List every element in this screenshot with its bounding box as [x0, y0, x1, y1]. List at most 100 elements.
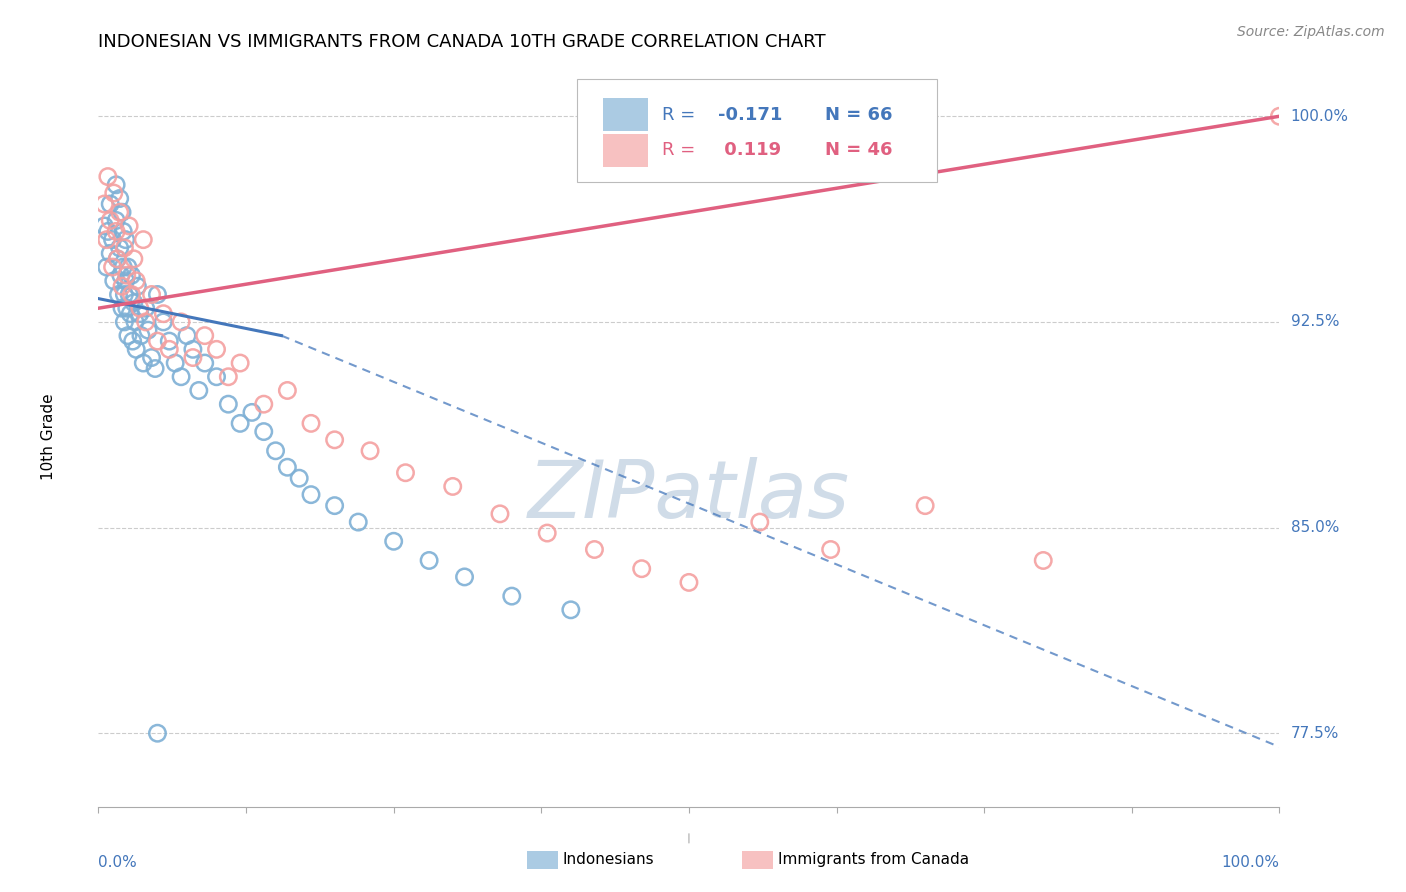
- Point: [103, 186, 125, 200]
- Point: [217, 397, 239, 411]
- Point: [135, 315, 157, 329]
- Text: 100.0%: 100.0%: [1222, 855, 1279, 871]
- Point: [217, 369, 239, 384]
- Point: [101, 233, 124, 247]
- Point: [170, 315, 193, 329]
- Point: [111, 205, 134, 219]
- Point: [105, 252, 128, 266]
- Point: [181, 351, 204, 365]
- Point: [98, 213, 121, 227]
- Point: [122, 295, 145, 310]
- Point: [141, 287, 163, 301]
- Point: [101, 260, 124, 274]
- Point: [105, 224, 128, 238]
- Point: [176, 328, 198, 343]
- Point: [108, 205, 131, 219]
- Point: [117, 260, 139, 274]
- Point: [128, 301, 150, 316]
- Point: [146, 726, 169, 740]
- Point: [678, 575, 700, 590]
- Point: [93, 197, 115, 211]
- Point: [489, 507, 512, 521]
- Text: 85.0%: 85.0%: [1291, 520, 1339, 535]
- Point: [323, 433, 346, 447]
- Point: [121, 287, 143, 301]
- Point: [112, 287, 135, 301]
- Text: INDONESIAN VS IMMIGRANTS FROM CANADA 10TH GRADE CORRELATION CHART: INDONESIAN VS IMMIGRANTS FROM CANADA 10T…: [98, 34, 827, 52]
- Point: [114, 233, 136, 247]
- Point: [105, 252, 128, 266]
- Point: [125, 274, 148, 288]
- Point: [110, 268, 132, 283]
- Point: [111, 301, 134, 316]
- Point: [132, 356, 155, 370]
- Point: [394, 466, 416, 480]
- Point: [146, 334, 169, 348]
- Point: [152, 307, 174, 321]
- Text: 100.0%: 100.0%: [1291, 109, 1348, 124]
- Point: [820, 542, 842, 557]
- Text: 0.119: 0.119: [718, 141, 782, 159]
- Point: [359, 443, 381, 458]
- Point: [229, 356, 252, 370]
- Point: [125, 343, 148, 357]
- Point: [143, 361, 166, 376]
- Point: [108, 192, 131, 206]
- Text: 77.5%: 77.5%: [1291, 726, 1339, 740]
- Point: [181, 343, 204, 357]
- Text: -0.171: -0.171: [718, 105, 783, 124]
- Text: 10th Grade: 10th Grade: [41, 393, 56, 481]
- Point: [112, 260, 135, 274]
- Point: [560, 603, 582, 617]
- Point: [264, 443, 287, 458]
- Point: [323, 499, 346, 513]
- Point: [128, 307, 150, 321]
- Point: [165, 356, 187, 370]
- Point: [914, 499, 936, 513]
- Point: [501, 589, 523, 603]
- Point: [157, 343, 180, 357]
- Point: [107, 287, 129, 301]
- Point: [347, 515, 370, 529]
- Point: [124, 315, 146, 329]
- Point: [299, 488, 322, 502]
- Point: [453, 570, 475, 584]
- Point: [115, 301, 138, 316]
- Point: [1032, 553, 1054, 567]
- Point: [115, 268, 138, 283]
- Point: [122, 252, 145, 266]
- Point: [583, 542, 606, 557]
- Point: [157, 334, 180, 348]
- Text: N = 66: N = 66: [825, 105, 893, 124]
- Point: [98, 197, 121, 211]
- FancyBboxPatch shape: [603, 134, 648, 167]
- Point: [111, 279, 134, 293]
- Point: [253, 425, 276, 439]
- Point: [114, 274, 136, 288]
- Point: [152, 315, 174, 329]
- Point: [288, 471, 311, 485]
- Point: [170, 369, 193, 384]
- Point: [121, 334, 143, 348]
- Point: [382, 534, 405, 549]
- Text: Immigrants from Canada: Immigrants from Canada: [778, 853, 969, 867]
- Point: [229, 417, 252, 431]
- Point: [441, 479, 464, 493]
- Point: [240, 405, 263, 419]
- FancyBboxPatch shape: [603, 98, 648, 131]
- Text: 92.5%: 92.5%: [1291, 314, 1339, 329]
- Point: [276, 460, 298, 475]
- Point: [136, 323, 159, 337]
- Point: [536, 526, 558, 541]
- Text: Indonesians: Indonesians: [562, 853, 654, 867]
- Point: [135, 301, 157, 316]
- Point: [129, 328, 152, 343]
- Point: [97, 169, 120, 184]
- Point: [108, 241, 131, 255]
- Point: [132, 233, 155, 247]
- Point: [96, 260, 118, 274]
- Point: [112, 315, 135, 329]
- Text: ZIPatlas: ZIPatlas: [527, 458, 851, 535]
- Point: [118, 219, 141, 233]
- Point: [105, 178, 128, 192]
